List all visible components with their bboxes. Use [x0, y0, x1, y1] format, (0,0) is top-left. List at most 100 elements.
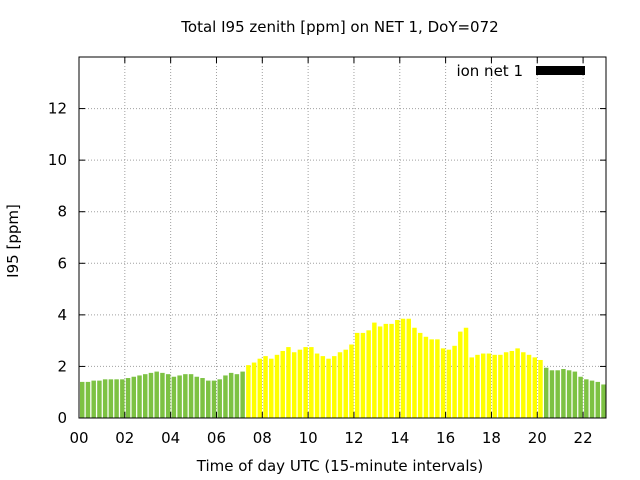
bar — [240, 371, 245, 418]
bar — [234, 374, 240, 418]
x-tick-label: 04 — [161, 429, 180, 447]
y-tick-label: 4 — [57, 306, 67, 324]
bar — [475, 354, 480, 418]
bar — [538, 359, 543, 418]
bar — [423, 336, 429, 418]
bar — [217, 379, 222, 418]
bar — [452, 345, 457, 418]
bar — [274, 354, 280, 418]
bar — [343, 349, 348, 418]
x-tick-label: 02 — [115, 429, 134, 447]
x-tick-label: 00 — [69, 429, 88, 447]
bar — [286, 347, 291, 418]
bar — [143, 374, 148, 418]
bar — [566, 370, 572, 418]
x-tick-label: 20 — [528, 429, 547, 447]
y-tick-label: 8 — [57, 203, 67, 221]
bar — [372, 322, 377, 418]
chart-title: Total I95 zenith [ppm] on NET 1, DoY=072 — [180, 18, 498, 36]
bar — [183, 374, 188, 418]
grid — [79, 57, 606, 418]
bar — [257, 358, 263, 418]
bar — [543, 367, 549, 418]
bar — [595, 381, 601, 418]
bar — [211, 380, 217, 418]
bar — [492, 354, 497, 418]
bar — [206, 380, 211, 418]
bar — [291, 352, 297, 418]
bar — [280, 350, 285, 418]
y-tick-label: 0 — [57, 409, 67, 427]
y-tick-labels: 0 2 4 6 8 10 12 — [48, 100, 67, 427]
bar — [561, 369, 566, 418]
y-tick-label: 6 — [57, 254, 67, 272]
y-tick-label: 2 — [57, 357, 67, 375]
bar — [435, 339, 440, 418]
bar — [366, 330, 371, 418]
bar — [400, 318, 406, 418]
bar — [120, 379, 125, 418]
bar — [526, 354, 532, 418]
legend-swatch — [536, 66, 585, 75]
x-tick-label: 08 — [253, 429, 272, 447]
bar — [97, 380, 102, 418]
bar — [480, 353, 486, 418]
bar — [389, 323, 394, 418]
bar — [440, 348, 446, 418]
legend: ion net 1 — [456, 62, 585, 80]
bar — [503, 352, 509, 418]
bar — [406, 318, 411, 418]
bar — [589, 380, 595, 418]
bar — [532, 357, 538, 418]
bar — [446, 349, 452, 418]
bar — [498, 354, 503, 418]
x-tick-label: 12 — [344, 429, 363, 447]
bar — [263, 356, 268, 418]
x-tick-label: 18 — [482, 429, 501, 447]
bar — [125, 378, 131, 418]
bar — [549, 370, 555, 418]
bar — [309, 347, 314, 418]
bar — [572, 371, 578, 418]
bar — [486, 353, 492, 418]
bar — [555, 370, 560, 418]
bar — [165, 374, 171, 418]
bar — [354, 332, 360, 418]
bar — [337, 352, 343, 418]
bar — [469, 357, 474, 418]
bar — [412, 327, 417, 418]
bar — [177, 375, 182, 418]
bar — [463, 327, 469, 418]
bar — [326, 358, 331, 418]
bar — [160, 372, 165, 418]
bar — [349, 344, 354, 418]
bar — [269, 358, 274, 418]
bar — [91, 380, 96, 418]
bar — [303, 347, 308, 418]
bar — [332, 356, 337, 418]
bar — [223, 375, 228, 418]
bar — [515, 348, 520, 418]
bar — [114, 379, 119, 418]
bar — [85, 381, 91, 418]
bar — [584, 379, 589, 418]
x-tick-label: 10 — [299, 429, 318, 447]
bar — [137, 375, 142, 418]
plot-frame — [78, 56, 607, 419]
bar — [578, 376, 583, 418]
x-tick-labels: 00 02 04 06 08 10 12 14 16 18 20 22 — [69, 429, 592, 447]
bar — [154, 371, 159, 418]
bar — [194, 376, 200, 418]
bar — [360, 332, 366, 418]
bar — [131, 376, 137, 418]
bar — [458, 331, 463, 418]
bar — [429, 339, 434, 418]
bar — [297, 349, 303, 418]
bar — [417, 332, 423, 418]
x-tick-label: 16 — [436, 429, 455, 447]
y-tick-label: 12 — [48, 100, 67, 118]
bar — [395, 320, 400, 418]
bar — [102, 379, 108, 418]
bar — [320, 356, 326, 418]
